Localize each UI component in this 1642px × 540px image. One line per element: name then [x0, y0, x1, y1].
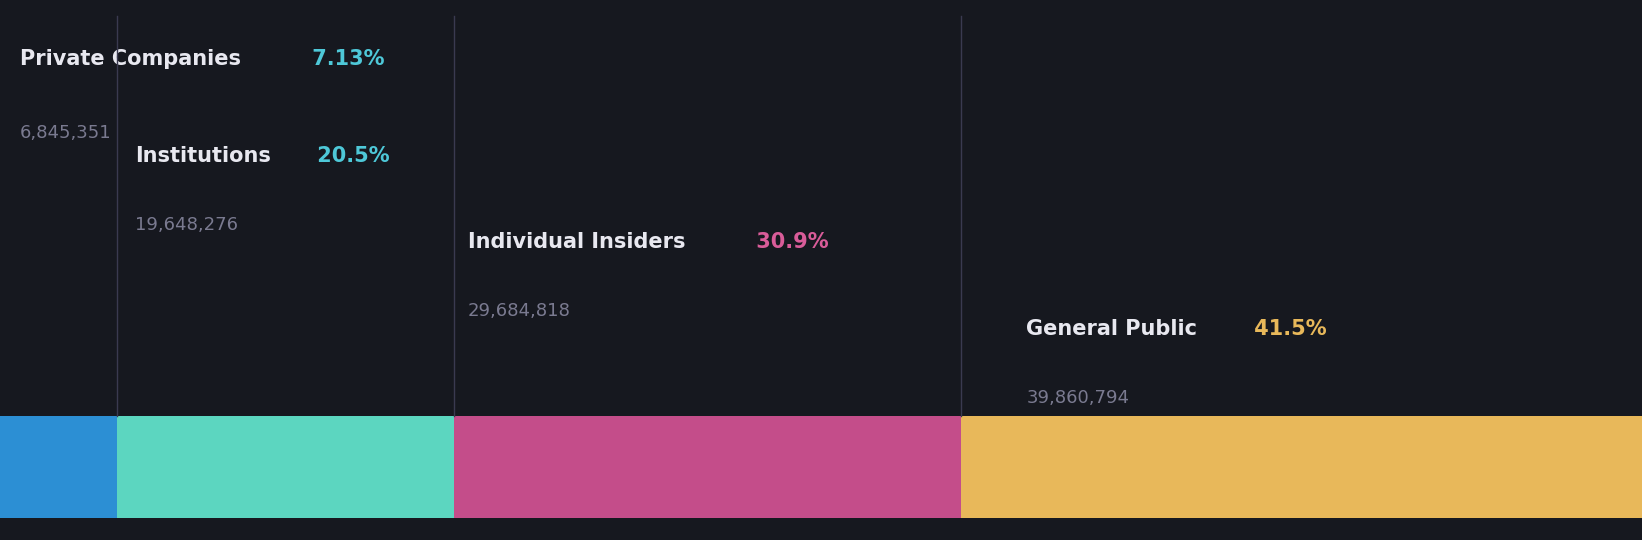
- Bar: [453, 416, 961, 518]
- Text: Individual Insiders: Individual Insiders: [468, 232, 685, 252]
- Text: 39,860,794: 39,860,794: [1026, 389, 1130, 407]
- Text: 19,648,276: 19,648,276: [135, 216, 238, 234]
- Text: Private Companies: Private Companies: [20, 49, 241, 69]
- Text: 41.5%: 41.5%: [1246, 319, 1327, 339]
- Bar: [117, 416, 453, 518]
- Text: Institutions: Institutions: [135, 146, 271, 166]
- Text: 6,845,351: 6,845,351: [20, 124, 112, 142]
- Text: 30.9%: 30.9%: [749, 232, 828, 252]
- Text: General Public: General Public: [1026, 319, 1197, 339]
- Bar: [961, 416, 1642, 518]
- Text: 29,684,818: 29,684,818: [468, 302, 571, 320]
- Text: 7.13%: 7.13%: [305, 49, 384, 69]
- Bar: [0, 416, 117, 518]
- Text: 20.5%: 20.5%: [310, 146, 389, 166]
